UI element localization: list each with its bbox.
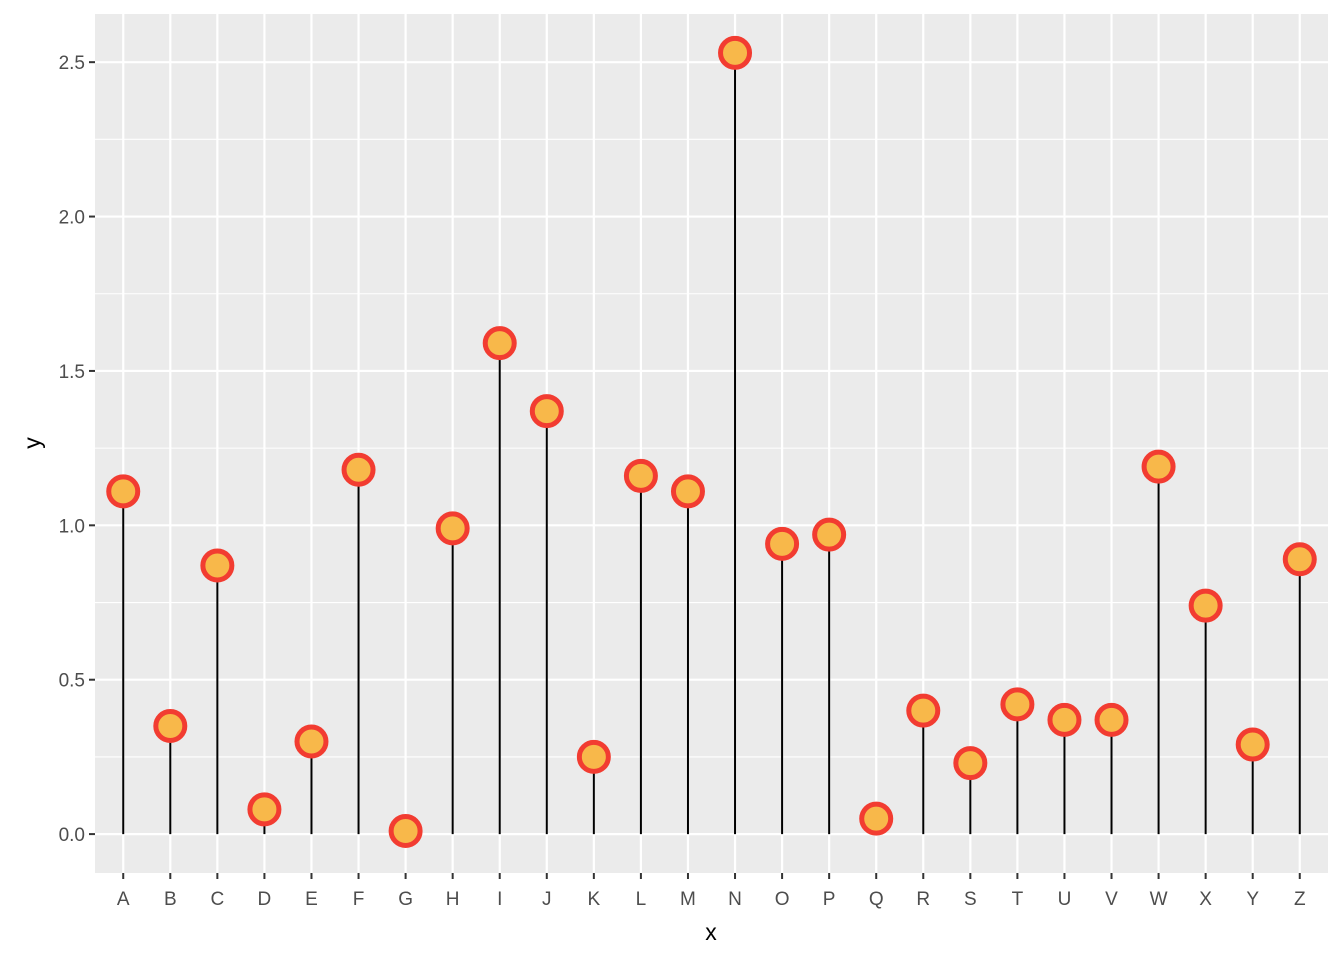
x-tick-label-D: D xyxy=(258,889,272,910)
x-tick-label-R: R xyxy=(916,889,930,910)
point-T xyxy=(1000,687,1035,722)
y-tick-label: 0.5 xyxy=(59,671,85,692)
x-tick-label-M: M xyxy=(680,889,696,910)
point-Y xyxy=(1235,727,1270,762)
point-S xyxy=(953,746,988,781)
point-O xyxy=(765,526,800,561)
y-tick-label: 0.0 xyxy=(59,825,85,846)
x-tick-label-Q: Q xyxy=(869,889,884,910)
point-R xyxy=(906,693,941,728)
x-tick-label-E: E xyxy=(305,889,318,910)
lollipop-stems xyxy=(122,52,1301,835)
point-X xyxy=(1188,588,1223,623)
y-tick-label: 2.0 xyxy=(59,208,85,229)
point-V xyxy=(1094,702,1129,737)
y-axis-title: y xyxy=(19,437,45,449)
x-tick-label-Z: Z xyxy=(1294,889,1306,910)
x-tick-label-Y: Y xyxy=(1246,889,1259,910)
x-tick-label-F: F xyxy=(353,889,365,910)
x-tick-label-L: L xyxy=(636,889,647,910)
point-A xyxy=(106,474,141,509)
x-tick-label-V: V xyxy=(1105,889,1118,910)
x-tick-label-N: N xyxy=(728,889,742,910)
point-K xyxy=(576,739,611,774)
x-tick-label-J: J xyxy=(542,889,552,910)
point-E xyxy=(294,724,329,759)
point-H xyxy=(435,511,470,546)
x-tick-label-U: U xyxy=(1058,889,1072,910)
point-F xyxy=(341,452,376,487)
x-tick-label-B: B xyxy=(164,889,177,910)
x-tick-label-T: T xyxy=(1012,889,1024,910)
y-tick-label: 1.5 xyxy=(59,362,85,383)
plot-panel xyxy=(95,14,1328,873)
point-L xyxy=(623,458,658,493)
point-N xyxy=(718,35,753,70)
x-tick-label-A: A xyxy=(117,889,130,910)
x-tick-label-G: G xyxy=(398,889,413,910)
point-J xyxy=(529,394,564,429)
x-tick-label-C: C xyxy=(210,889,224,910)
minor-gridlines xyxy=(95,138,1328,758)
x-axis-ticks: A B C D E F G H I J K L M N O P Q R S T U V W X Y Z xyxy=(117,873,1306,910)
point-Q xyxy=(859,801,894,836)
point-D xyxy=(247,792,282,827)
y-tick-label: 1.0 xyxy=(59,516,85,537)
x-tick-label-I: I xyxy=(497,889,502,910)
point-P xyxy=(812,517,847,552)
x-tick-label-W: W xyxy=(1150,889,1168,910)
point-U xyxy=(1047,702,1082,737)
x-tick-label-O: O xyxy=(775,889,790,910)
lollipop-points xyxy=(106,35,1317,849)
y-tick-label: 2.5 xyxy=(59,53,85,74)
x-tick-label-S: S xyxy=(964,889,977,910)
point-W xyxy=(1141,449,1176,484)
point-C xyxy=(200,548,235,583)
x-axis-title: x xyxy=(705,919,717,945)
x-tick-label-X: X xyxy=(1199,889,1212,910)
point-B xyxy=(153,709,188,744)
y-axis-ticks: 0.0 0.5 1.0 1.5 2.0 2.5 xyxy=(59,53,95,846)
point-Z xyxy=(1282,542,1317,577)
point-M xyxy=(670,474,705,509)
x-tick-label-K: K xyxy=(588,889,601,910)
point-I xyxy=(482,326,517,361)
point-G xyxy=(388,814,423,849)
x-tick-label-H: H xyxy=(446,889,460,910)
x-tick-label-P: P xyxy=(823,889,836,910)
